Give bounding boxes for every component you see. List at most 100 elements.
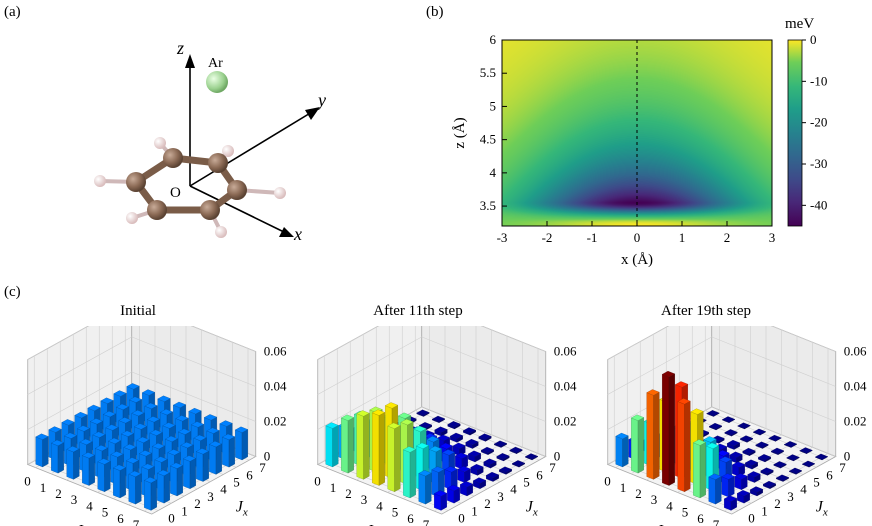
bar-3d: [498, 466, 513, 475]
bar-3d: [66, 445, 80, 480]
jz-tick-label: 0: [314, 474, 321, 489]
y-tick-label: 4.5: [480, 132, 496, 147]
bar-3d: [749, 486, 764, 497]
jz-tick-label: 1: [620, 480, 627, 495]
bar-3d: [356, 410, 370, 480]
x-axis-label: x: [293, 224, 302, 244]
bar-3d: [387, 422, 401, 493]
jz-tick-label: 3: [71, 492, 78, 507]
jz-tick-label: 1: [330, 480, 337, 495]
jx-tick-label: 1: [761, 503, 768, 518]
jx-tick-label: 3: [497, 489, 504, 504]
bar-3d: [755, 441, 769, 449]
bar-3d: [788, 467, 803, 475]
jx-tick-label: 6: [246, 467, 253, 482]
y-axis-label: y: [316, 90, 326, 110]
bar-3d: [431, 415, 446, 424]
bar-3d: [511, 460, 526, 468]
y-tick-label: 5.5: [480, 65, 496, 80]
bar-3d: [739, 435, 754, 443]
w-tick-label: 0.06: [844, 344, 867, 359]
jz-tick-label: 5: [102, 505, 109, 520]
bar-3d: [768, 434, 782, 442]
bar-3d: [708, 473, 722, 505]
bar-3d: [485, 471, 500, 482]
colorbar-tick-label: -10: [810, 73, 827, 88]
bar3d-title-step11: After 11th step: [373, 303, 463, 319]
y-axis-arrow-icon: [305, 107, 320, 120]
bar-3d: [799, 447, 813, 455]
bar-3d: [143, 476, 158, 511]
x-tick-label: -3: [497, 230, 508, 245]
jx-tick-label: 0: [168, 511, 175, 526]
bar-3d: [744, 459, 759, 470]
jz-tick-label: 6: [697, 511, 704, 526]
bar-3d: [182, 455, 197, 490]
bar-3d: [762, 480, 777, 490]
heatmap-xlabel: x (Å): [621, 252, 653, 268]
z-axis-label: z: [176, 38, 184, 58]
y-tick-label: 6: [490, 32, 497, 47]
bar-3d: [433, 490, 448, 511]
bar-3d: [467, 450, 482, 463]
jx-tick-label: 7: [549, 460, 556, 475]
jx-tick-label: 1: [181, 503, 188, 518]
bar-3d: [431, 466, 445, 498]
argon-atom: [206, 71, 228, 93]
jz-tick-label: 4: [666, 498, 673, 513]
jz-tick-label: 7: [713, 517, 720, 526]
bar-3d: [457, 465, 471, 483]
jz-tick-label: 3: [651, 492, 658, 507]
jz-tick-label: 2: [55, 486, 62, 501]
bar-3d: [447, 421, 461, 430]
bar-3d: [128, 470, 142, 505]
jz-axis-label: Jz: [366, 522, 378, 526]
bar-3d: [81, 452, 96, 486]
bar-3d: [814, 453, 829, 461]
jz-tick-label: 0: [604, 474, 611, 489]
bar-3d: [615, 432, 629, 468]
bar3d-tick-labels: 0 1 2 3 4 5 6 7 0 1 2 3 4 5 6 700.020.040.06: [24, 344, 287, 526]
y-tick-label: 4: [490, 165, 497, 180]
jx-tick-label: 6: [826, 467, 833, 482]
bar-3d: [169, 462, 184, 497]
bar-3d: [736, 490, 751, 504]
bar-3d: [760, 467, 774, 476]
bar3d-title-initial: Initial: [120, 303, 156, 319]
bar-3d: [444, 466, 458, 491]
jx-tick-label: 5: [233, 475, 240, 490]
bar-3d: [97, 458, 111, 493]
bar-3d: [729, 451, 743, 464]
bar-3d: [416, 409, 430, 417]
z-axis-arrow-icon: [185, 54, 195, 68]
bar-3d: [773, 461, 787, 469]
bar-3d: [775, 474, 790, 482]
bar-3d: [524, 453, 539, 461]
jx-tick-label: 5: [523, 475, 530, 490]
bar-3d: [726, 439, 741, 450]
panel-label-a: (a): [4, 4, 21, 20]
bar-3d: [50, 439, 65, 474]
origin-label: O: [170, 185, 181, 201]
w-tick-label: 0.04: [554, 379, 577, 394]
y-axis: [189, 111, 313, 187]
jx-tick-label: 2: [484, 496, 491, 511]
bar-3d: [35, 433, 49, 468]
bar-3d: [472, 477, 487, 490]
bar-3d: [801, 460, 816, 468]
bar3d-tick-labels: 0 1 2 3 4 5 6 7 0 1 2 3 4 5 6 700.020.040.06: [604, 344, 867, 526]
jz-tick-label: 1: [40, 480, 47, 495]
bar-3d: [747, 471, 761, 483]
argon-label: Ar: [208, 56, 223, 71]
heatmap-ylabel: z (Å): [452, 117, 468, 148]
bar-3d: [770, 447, 785, 456]
bar-3d: [630, 414, 645, 474]
x-tick-label: 1: [679, 230, 686, 245]
w-tick-label: 0.02: [264, 414, 287, 429]
colorbar-tick-label: 0: [810, 32, 817, 47]
bar-3d: [325, 422, 339, 468]
bar-3d: [112, 464, 127, 499]
bar-3d: [734, 473, 748, 491]
